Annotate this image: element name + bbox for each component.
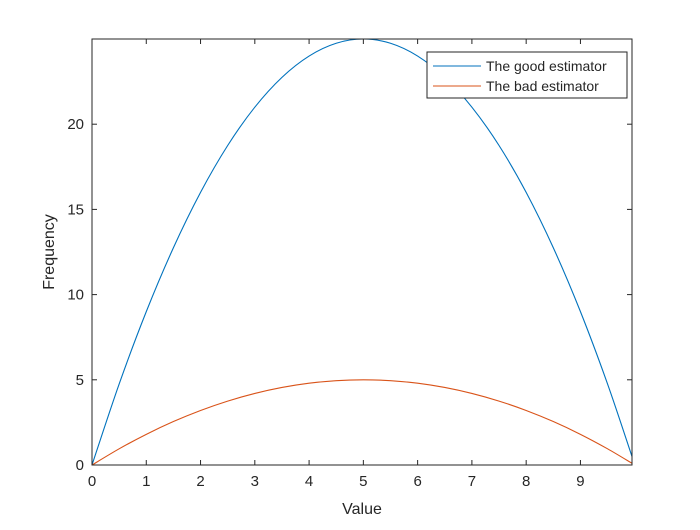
x-tick-label: 4 [305,473,313,490]
y-tick-label: 10 [67,287,84,304]
x-tick-label: 9 [576,473,584,490]
x-tick-label: 7 [468,473,476,490]
x-axis-label: Value [342,501,382,518]
x-tick-label: 2 [196,473,204,490]
x-tick-label: 1 [142,473,150,490]
axes-box [91,38,633,466]
y-tick-label: 5 [76,372,84,389]
x-tick-label: 6 [413,473,421,490]
series-line-bad [92,379,632,465]
series-line-good [92,39,632,465]
x-tick-label: 3 [251,473,259,490]
legend-label-bad: The bad estimator [486,78,599,94]
x-tick-label: 0 [88,473,96,490]
legend-label-good: The good estimator [486,58,607,74]
y-tick-label: 15 [67,201,84,218]
x-tick-label: 5 [359,473,367,490]
x-tick-label: 8 [522,473,530,490]
y-tick-label: 20 [67,116,84,133]
y-tick-label: 0 [76,457,84,474]
y-axis-label: Frequency [41,214,58,290]
legend-box [426,51,628,99]
legend[interactable]: The good estimator The bad estimator [426,51,628,99]
